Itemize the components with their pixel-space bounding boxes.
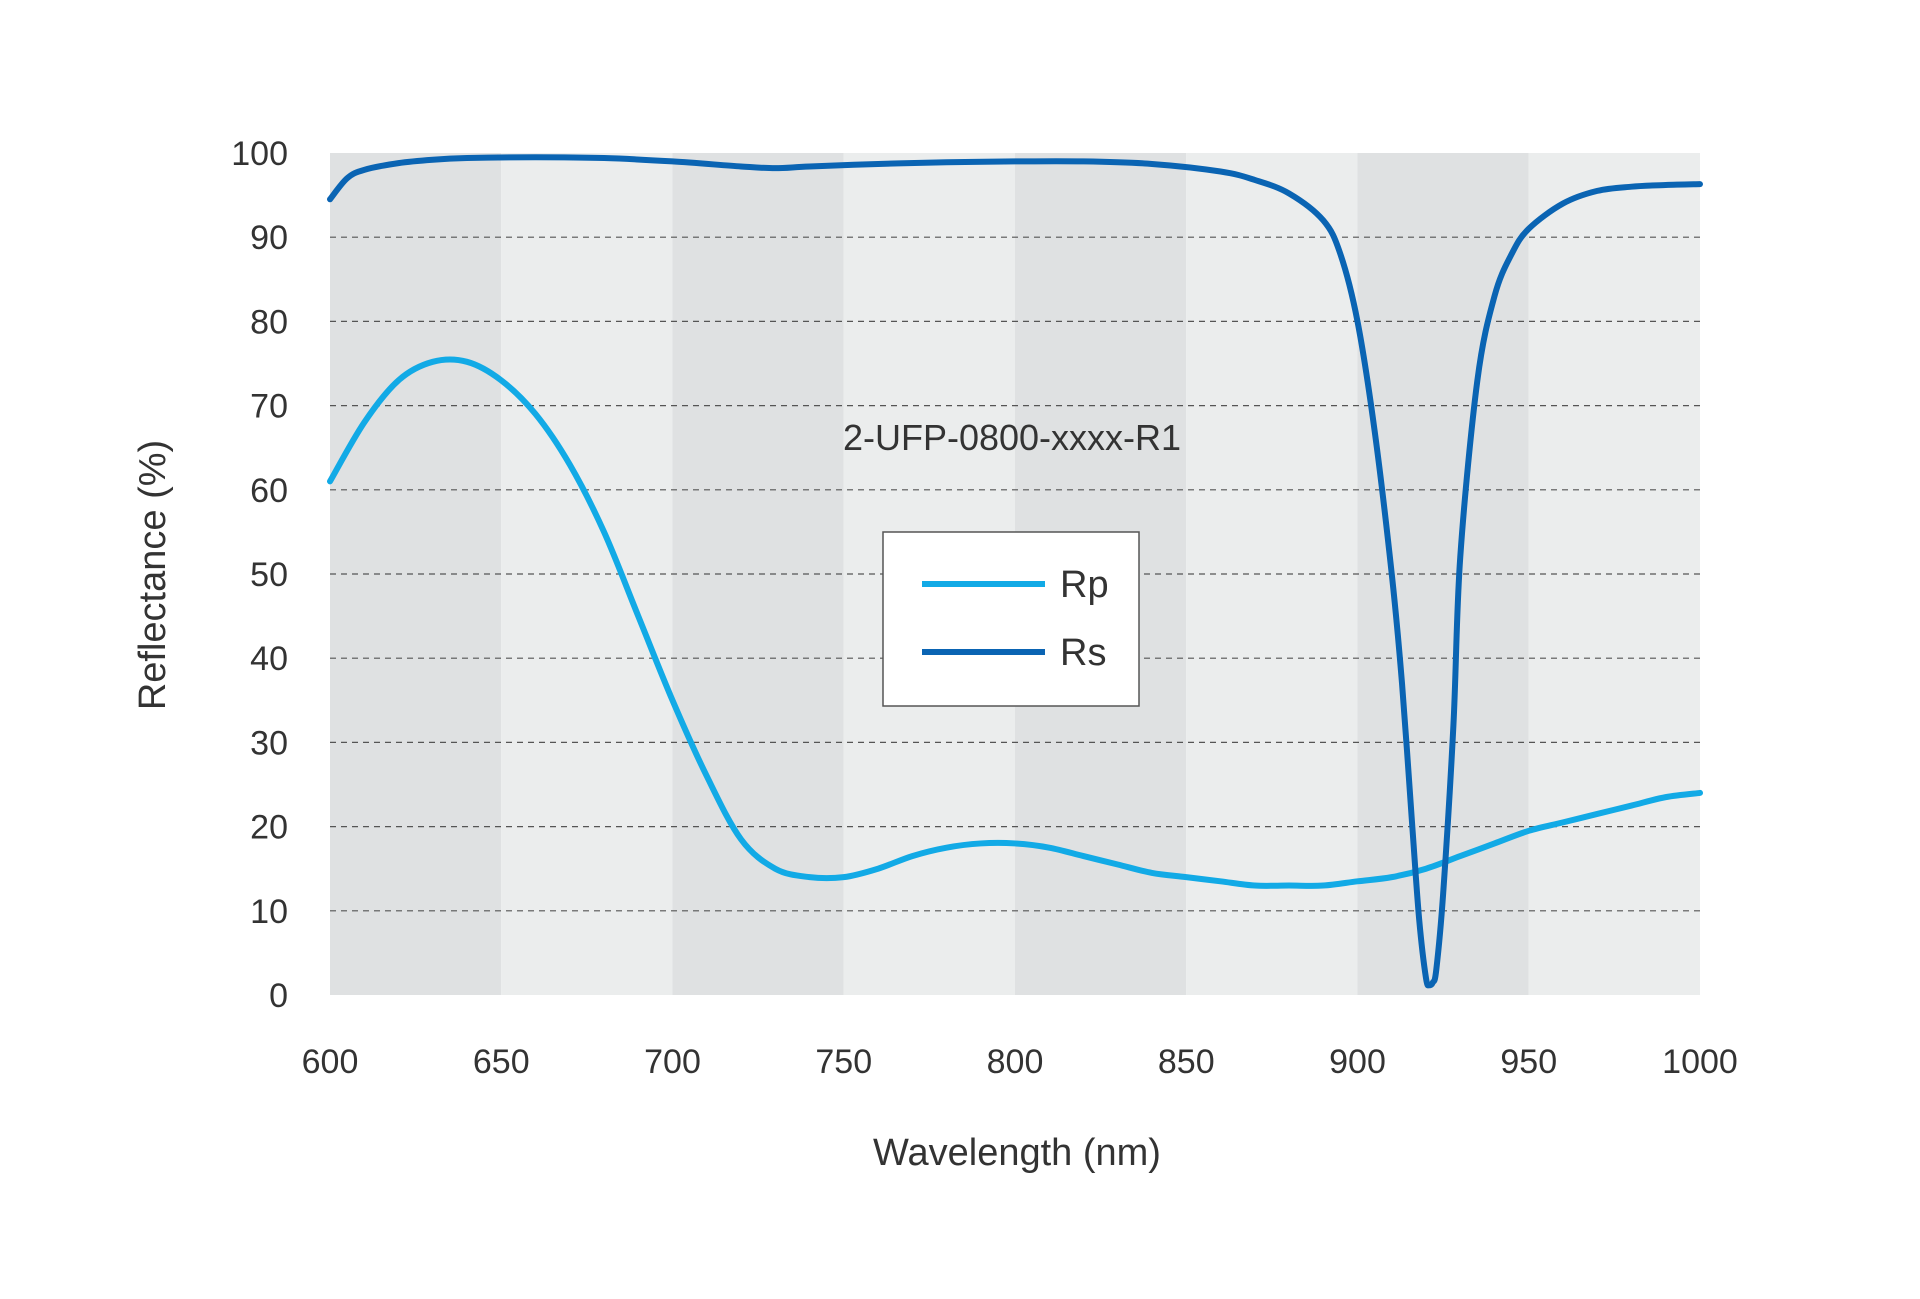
legend-label-rs: Rs (1060, 632, 1106, 674)
series-line-rp (327, 356, 1703, 889)
y-tick-label: 20 (250, 809, 288, 847)
x-axis-title: Wavelength (nm) (873, 1132, 1161, 1174)
y-tick-label: 10 (250, 893, 288, 931)
y-axis-title: Reflectance (%) (132, 440, 174, 710)
x-tick-label: 950 (1500, 1043, 1557, 1081)
y-tick-label: 30 (250, 724, 288, 762)
x-tick-label: 850 (1158, 1043, 1215, 1081)
x-tick-label: 700 (644, 1043, 701, 1081)
chart-annotation: 2-UFP-0800-xxxx-R1 (843, 417, 1181, 458)
plot-band (330, 153, 502, 995)
series-lines (327, 154, 1703, 989)
y-tick-label: 50 (250, 556, 288, 594)
x-tick-label: 750 (815, 1043, 872, 1081)
plot-band (1528, 153, 1700, 995)
x-tick-label: 650 (473, 1043, 530, 1081)
y-tick-label: 90 (250, 219, 288, 257)
x-tick-label: 1000 (1662, 1043, 1738, 1081)
legend-label-rp: Rp (1060, 564, 1109, 606)
series-line-rs (327, 154, 1703, 989)
y-tick-label: 0 (269, 977, 288, 1015)
legend-box (882, 531, 1140, 707)
x-tick-label: 900 (1329, 1043, 1386, 1081)
legend: Rp Rs (882, 531, 1140, 707)
x-tick-labels: 600 650 700 750 800 850 900 950 1000 (302, 1043, 1738, 1081)
x-tick-label: 800 (987, 1043, 1044, 1081)
x-tick-label: 600 (302, 1043, 359, 1081)
y-tick-label: 100 (231, 135, 288, 173)
y-tick-label: 40 (250, 640, 288, 678)
y-tick-label: 70 (250, 388, 288, 426)
y-tick-label: 60 (250, 472, 288, 510)
y-tick-label: 80 (250, 303, 288, 341)
y-tick-labels: 0 10 20 30 40 50 60 70 80 90 100 (231, 135, 288, 1015)
